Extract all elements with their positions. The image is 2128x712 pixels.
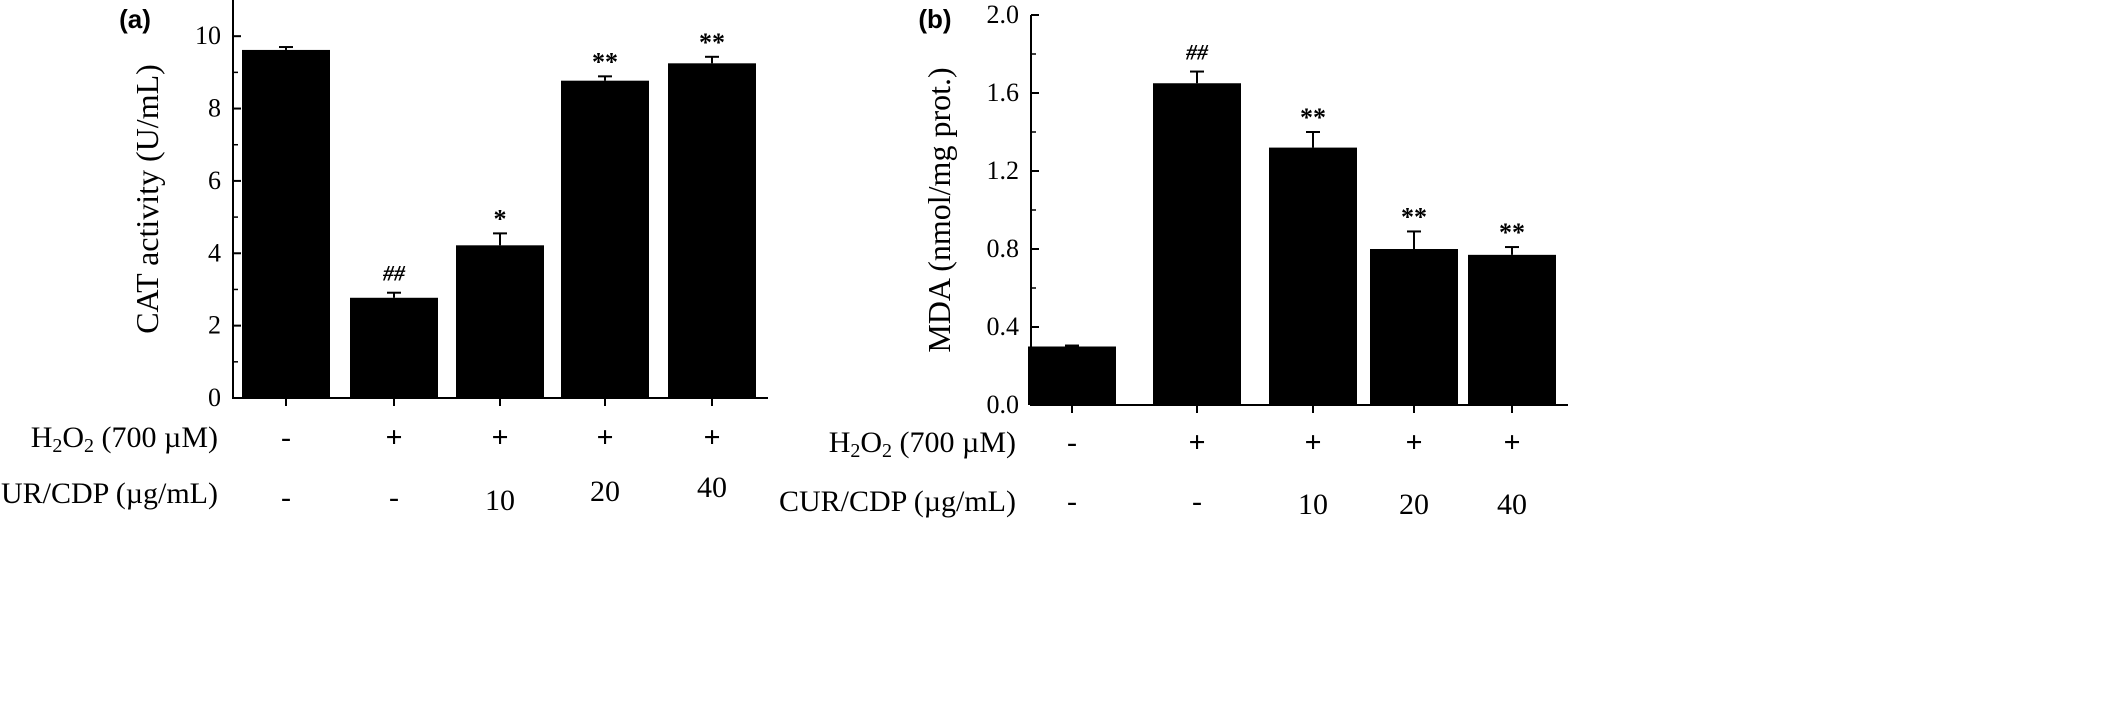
- y-tick-label: 8: [208, 94, 221, 123]
- label-part: H: [31, 421, 53, 454]
- bar: [242, 49, 330, 398]
- h2o2-value: +: [1188, 426, 1205, 459]
- significance-label: **: [1300, 103, 1326, 132]
- label-part: H: [829, 426, 851, 459]
- y-axis-label: MDA (nmol/mg prot.): [921, 67, 957, 352]
- significance-label: **: [592, 47, 618, 76]
- significance-label: ##: [382, 261, 406, 286]
- significance-label: **: [1401, 202, 1427, 231]
- subscript: 2: [850, 440, 860, 462]
- subscript: 2: [52, 435, 62, 457]
- y-tick-label: 0.4: [987, 312, 1020, 341]
- label-part: O: [62, 421, 84, 454]
- significance-label: ##: [1185, 40, 1209, 65]
- cur-cdp-value: 20: [590, 475, 620, 508]
- bar: [561, 80, 649, 398]
- h2o2-value: +: [1405, 426, 1422, 459]
- y-axis-label: CAT activity (U/mL): [129, 64, 165, 334]
- significance-label: **: [699, 28, 725, 57]
- h2o2-value: -: [281, 421, 291, 454]
- h2o2-row-label: H2O2 (700 µM): [829, 426, 1016, 462]
- h2o2-value: +: [491, 421, 508, 454]
- y-tick-label: 2: [208, 311, 221, 340]
- cur-cdp-value: 40: [697, 471, 727, 504]
- y-tick-label: 1.6: [987, 78, 1020, 107]
- cur-row-label: CUR/CDP (µg/mL): [779, 485, 1016, 518]
- h2o2-value: +: [385, 421, 402, 454]
- y-tick-label: 10: [195, 21, 221, 50]
- cur-cdp-value: 10: [1298, 488, 1328, 521]
- cur-row-label: CUR/CDP (µg/mL): [0, 477, 218, 510]
- y-tick-label: 0.0: [987, 390, 1020, 419]
- label-part: O: [860, 426, 882, 459]
- cur-cdp-value: 40: [1497, 488, 1527, 521]
- label-part: (700 µM): [94, 421, 218, 454]
- h2o2-value: +: [703, 421, 720, 454]
- bar: [1153, 83, 1241, 405]
- bar: [1370, 249, 1458, 405]
- h2o2-value: -: [1067, 426, 1077, 459]
- panel-label: (a): [119, 4, 151, 34]
- cur-cdp-value: 10: [485, 484, 515, 517]
- subscript: 2: [882, 440, 892, 462]
- bar: [1468, 254, 1556, 405]
- y-tick-label: 0.8: [987, 234, 1020, 263]
- h2o2-row-label: H2O2 (700 µM): [31, 421, 218, 457]
- cur-cdp-value: -: [1067, 485, 1077, 518]
- chart-panel-2: (b) 0.0 0.4 0.8 1.2 1.6 2.0 MDA (nmol/mg prot.)…: [779, 0, 1568, 521]
- cur-cdp-value: -: [1192, 485, 1202, 518]
- y-tick-label: 2.0: [987, 0, 1020, 29]
- significance-label: *: [494, 204, 507, 233]
- panel-label: (b): [918, 4, 951, 34]
- bar: [668, 63, 756, 399]
- cur-cdp-value: -: [281, 481, 291, 514]
- bar: [350, 297, 438, 398]
- bar: [456, 245, 544, 398]
- h2o2-value: +: [1503, 426, 1520, 459]
- significance-label: **: [1499, 218, 1525, 247]
- cur-cdp-value: 20: [1399, 488, 1429, 521]
- y-tick-label: 1.2: [987, 156, 1020, 185]
- bar: [1269, 147, 1357, 405]
- subscript: 2: [84, 435, 94, 457]
- y-tick-label: 4: [208, 238, 221, 267]
- h2o2-value: +: [1304, 426, 1321, 459]
- label-part: (700 µM): [892, 426, 1016, 459]
- y-tick-label: 6: [208, 166, 221, 195]
- cur-cdp-value: -: [389, 481, 399, 514]
- y-tick-label: 0: [208, 383, 221, 412]
- h2o2-value: +: [596, 421, 613, 454]
- bar: [1028, 346, 1116, 405]
